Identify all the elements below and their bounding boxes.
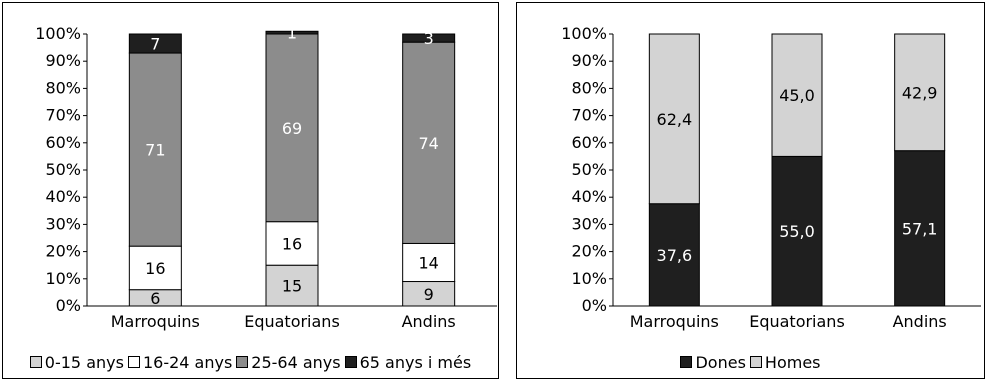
bar-segment <box>771 155 823 307</box>
chart-panel-gender: 0% 10% 20% 30% 40% 50% 60% 70% 80% 90% 100% 37,6 62,… <box>516 2 985 379</box>
data-label: 9 <box>424 285 434 304</box>
bar-segment <box>402 281 456 307</box>
legend-item: 65 anys i més <box>344 353 472 372</box>
y-tick-label: 50% <box>45 160 81 179</box>
y-tick-label: 10% <box>571 269 607 288</box>
y-tick-label: 40% <box>571 187 607 206</box>
legend-label: Homes <box>764 353 821 372</box>
y-tick-label: 10% <box>45 269 81 288</box>
bar-segment <box>648 33 700 205</box>
y-tick-label: 20% <box>45 242 81 261</box>
data-label: 62,4 <box>657 110 693 129</box>
y-tick-label: 60% <box>571 133 607 152</box>
data-label: 71 <box>145 141 165 160</box>
x-category-label: Equatorians <box>244 312 340 331</box>
data-label: 16 <box>282 234 302 253</box>
y-tick-label: 0% <box>582 296 607 315</box>
legend-label: 25-64 anys <box>251 353 341 372</box>
age-distribution-chart: 0% 10% 20% 30% 40% 50% 60% 70% 80% 90% 100% 6 16 71 7 M… <box>35 24 497 331</box>
data-label: 42,9 <box>902 83 938 102</box>
bar-segment <box>894 33 946 152</box>
legend-label: 0-15 anys <box>44 353 124 372</box>
y-tick-label: 80% <box>45 78 81 97</box>
legend-swatch <box>127 356 140 368</box>
bar-segment <box>771 33 823 157</box>
x-category-label: Marroquins <box>111 312 200 331</box>
x-category-label: Equatorians <box>749 312 845 331</box>
data-label: 1 <box>287 24 297 43</box>
legend-item: 16-24 anys <box>127 353 233 372</box>
y-tick-label: 100% <box>561 24 607 43</box>
x-category-label: Andins <box>893 312 947 331</box>
data-label: 69 <box>282 119 302 138</box>
y-tick-label: 90% <box>45 51 81 70</box>
data-label: 14 <box>418 253 438 272</box>
legend-label: Dones <box>695 353 746 372</box>
legend-item: 0-15 anys <box>29 353 124 372</box>
bar-segment <box>894 150 946 307</box>
data-label: 6 <box>150 289 160 308</box>
legend-item: Homes <box>749 353 821 372</box>
data-label: 37,6 <box>657 246 693 265</box>
bar-segment <box>128 52 182 247</box>
bar-segment <box>402 33 456 43</box>
data-label: 3 <box>424 29 434 48</box>
bar-segment <box>402 41 456 244</box>
y-tick-label: 90% <box>571 51 607 70</box>
data-label: 74 <box>418 134 438 153</box>
y-tick-label: 70% <box>571 106 607 125</box>
legend-swatch <box>680 356 693 368</box>
chart-panel-age: 0% 10% 20% 30% 40% 50% 60% 70% 80% 90% 100% 6 16 71 7 M… <box>2 2 499 379</box>
chart-legend-gender: Dones Homes <box>517 353 984 372</box>
y-tick-label: 30% <box>45 214 81 233</box>
gender-distribution-chart: 0% 10% 20% 30% 40% 50% 60% 70% 80% 90% 100% 37,6 62,… <box>561 24 981 331</box>
y-tick-label: 80% <box>571 78 607 97</box>
data-label: 57,1 <box>902 219 938 238</box>
legend-item: 25-64 anys <box>236 353 341 372</box>
data-label: 45,0 <box>779 86 815 105</box>
legend-swatch <box>29 356 42 368</box>
legend-swatch <box>236 356 249 368</box>
y-tick-label: 50% <box>571 160 607 179</box>
bar-segment <box>265 221 319 266</box>
data-label: 15 <box>282 277 302 296</box>
bar-segment <box>128 245 182 291</box>
legend-label: 65 anys i més <box>359 353 472 372</box>
x-category-label: Marroquins <box>630 312 719 331</box>
data-label: 7 <box>150 35 160 54</box>
y-tick-label: 40% <box>45 187 81 206</box>
bar-segment <box>265 30 319 35</box>
data-label: 55,0 <box>779 222 815 241</box>
bar-segment <box>648 203 700 307</box>
chart-legend-age: 0-15 anys 16-24 anys 25-64 anys 65 anys i m… <box>3 353 498 372</box>
bar-segment <box>265 264 319 307</box>
y-tick-label: 20% <box>571 242 607 261</box>
y-tick-label: 60% <box>45 133 81 152</box>
y-tick-label: 0% <box>56 296 81 315</box>
legend-swatch <box>344 356 357 368</box>
legend-item: Dones <box>680 353 746 372</box>
x-category-label: Andins <box>402 312 456 331</box>
data-label: 16 <box>145 259 165 278</box>
y-tick-label: 30% <box>571 214 607 233</box>
bar-segment <box>265 33 319 223</box>
y-tick-label: 100% <box>35 24 81 43</box>
bar-segment <box>128 33 182 54</box>
y-tick-label: 70% <box>45 106 81 125</box>
legend-swatch <box>749 356 762 368</box>
legend-label: 16-24 anys <box>142 353 233 372</box>
